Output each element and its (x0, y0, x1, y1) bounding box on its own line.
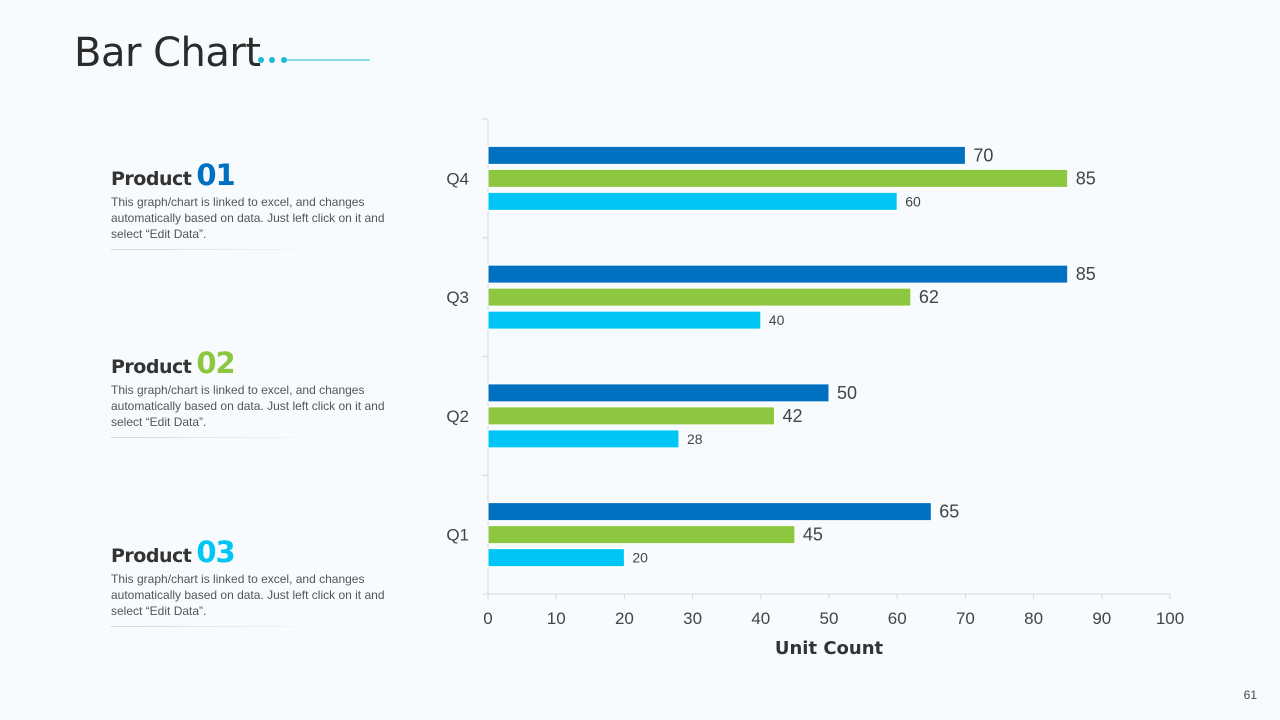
deco-dot (269, 57, 275, 63)
page-number: 61 (1243, 688, 1257, 702)
data-label: 65 (939, 502, 959, 522)
product-card-1: Product 01 This graph/chart is linked to… (111, 161, 396, 250)
data-label: 20 (632, 550, 648, 566)
bar (487, 287, 912, 307)
x-tick-label: 0 (483, 609, 492, 628)
bar (487, 525, 796, 545)
x-tick-label: 30 (683, 609, 702, 628)
bar (487, 310, 762, 330)
x-tick-label: 50 (820, 609, 839, 628)
data-label: 28 (687, 431, 703, 447)
bar (487, 145, 966, 165)
data-label: 85 (1076, 264, 1096, 284)
bar (487, 191, 898, 211)
data-label: 40 (769, 312, 785, 328)
title-decoration (258, 57, 370, 63)
product-heading: Product 03 (111, 538, 396, 567)
product-label: Product (111, 356, 192, 378)
y-category-label: Q1 (446, 526, 469, 545)
divider (111, 437, 331, 438)
product-heading: Product 02 (111, 349, 396, 378)
data-label: 70 (973, 145, 993, 165)
x-tick-label: 10 (547, 609, 566, 628)
y-category-label: Q2 (446, 407, 469, 426)
divider (111, 249, 331, 250)
x-axis-title: Unit Count (775, 638, 884, 659)
product-description: This graph/chart is linked to excel, and… (111, 195, 385, 241)
page-title: Bar Chart (74, 30, 261, 76)
y-category-label: Q3 (446, 288, 469, 307)
product-number: 01 (196, 158, 235, 192)
product-card-3: Product 03 This graph/chart is linked to… (111, 538, 396, 627)
product-description: This graph/chart is linked to excel, and… (111, 572, 385, 618)
data-label: 50 (837, 383, 857, 403)
bar (487, 548, 625, 568)
product-heading: Product 01 (111, 161, 396, 190)
data-label: 62 (919, 287, 939, 307)
product-label: Product (111, 168, 192, 190)
x-tick-label: 40 (751, 609, 770, 628)
x-tick-label: 100 (1156, 609, 1184, 628)
divider (111, 626, 331, 627)
data-label: 85 (1076, 168, 1096, 188)
bar (487, 406, 775, 426)
bar (487, 502, 932, 522)
deco-dot (258, 57, 264, 63)
data-label: 60 (905, 193, 921, 209)
data-label: 45 (803, 525, 823, 545)
x-tick-label: 60 (888, 609, 907, 628)
bar (487, 383, 830, 403)
y-category-label: Q4 (446, 169, 469, 188)
product-description: This graph/chart is linked to excel, and… (111, 383, 385, 429)
x-tick-label: 70 (956, 609, 975, 628)
x-tick-label: 20 (615, 609, 634, 628)
bar (487, 264, 1069, 284)
product-card-2: Product 02 This graph/chart is linked to… (111, 349, 396, 438)
x-tick-label: 90 (1092, 609, 1111, 628)
bar (487, 429, 680, 449)
product-number: 03 (196, 535, 235, 569)
product-label: Product (111, 545, 192, 567)
product-number: 02 (196, 346, 235, 380)
data-label: 42 (782, 406, 802, 426)
x-tick-label: 80 (1024, 609, 1043, 628)
bar (487, 168, 1069, 188)
